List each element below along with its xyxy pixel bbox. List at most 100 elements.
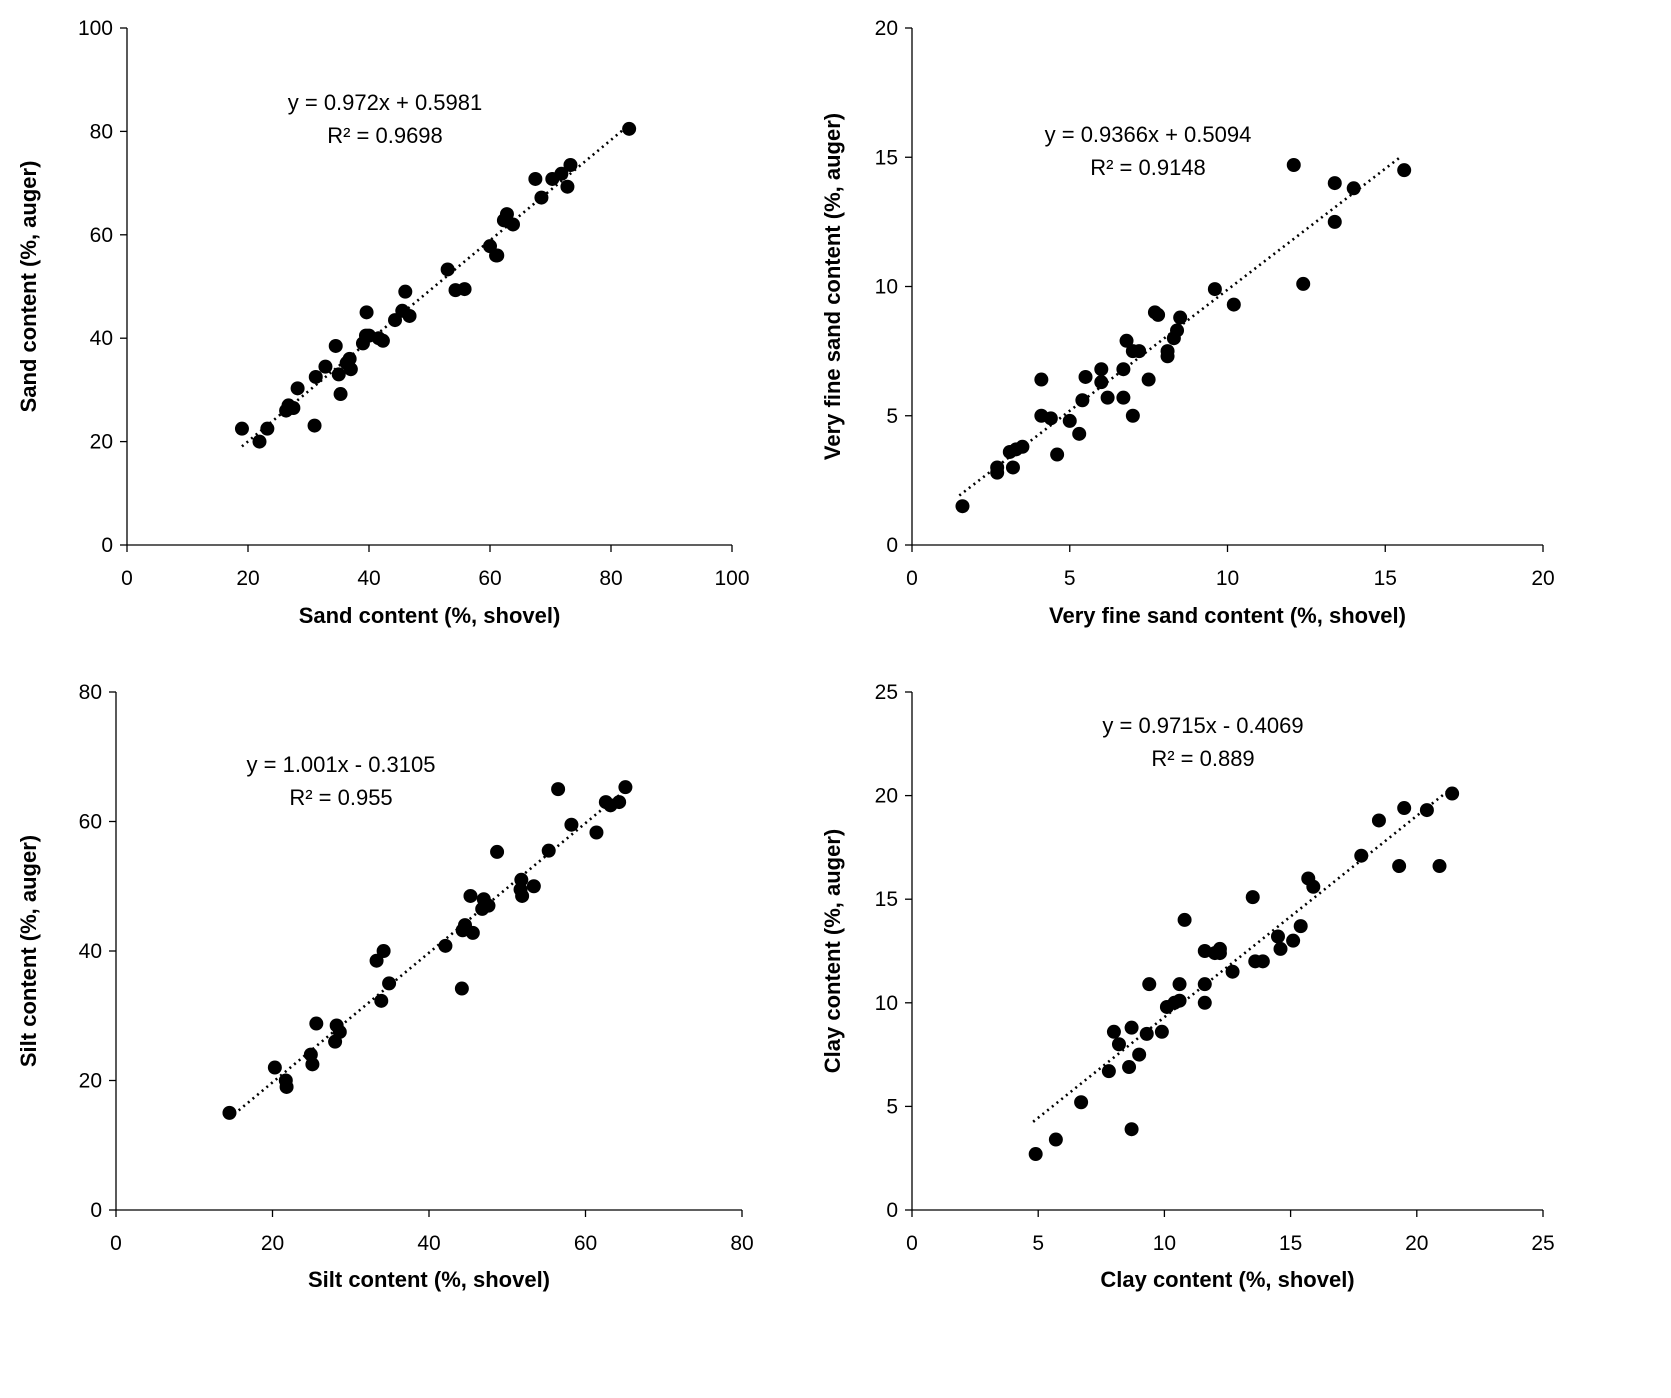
data-point <box>1293 919 1308 934</box>
data-point <box>515 888 530 903</box>
y-tick-label: 15 <box>875 146 898 169</box>
data-point <box>1419 803 1434 818</box>
panel-clay: 0 5 10 15 20 25 0 5 10 15 20 25 Clay content (%, sho… <box>820 681 1555 1292</box>
data-point <box>438 938 453 953</box>
data-point <box>1132 1047 1147 1062</box>
x-axis-title: Clay content (%, shovel) <box>1100 1267 1354 1292</box>
y-axis-title: Sand content (%, auger) <box>16 161 41 413</box>
x-tick-label: 80 <box>730 1232 753 1255</box>
data-point <box>1043 411 1058 426</box>
x-tick-label: 10 <box>1153 1232 1176 1255</box>
data-point <box>534 190 549 205</box>
data-point <box>490 248 505 263</box>
data-point <box>267 1060 282 1075</box>
data-point <box>342 351 357 366</box>
x-tick-label: 20 <box>236 567 259 590</box>
data-point <box>1048 1132 1063 1147</box>
data-point <box>514 872 529 887</box>
data-point <box>440 262 455 277</box>
data-point <box>1116 362 1131 377</box>
data-point <box>551 782 566 797</box>
x-axis-title: Sand content (%, shovel) <box>299 603 561 628</box>
data-point <box>359 305 374 320</box>
y-tick-label: 0 <box>90 1199 102 1222</box>
data-point <box>1397 163 1412 178</box>
y-tick-label: 5 <box>886 1095 898 1118</box>
data-point <box>1074 1095 1089 1110</box>
data-point <box>505 217 520 232</box>
x-tick-label: 10 <box>1216 567 1239 590</box>
y-tick-label: 100 <box>78 17 113 40</box>
data-point <box>1028 1147 1043 1162</box>
data-point <box>343 362 358 377</box>
regression-equation: y = 0.9366x + 0.5094 <box>1045 122 1252 147</box>
y-axis-title: Very fine sand content (%, auger) <box>820 113 845 460</box>
data-point <box>1397 801 1412 816</box>
data-point <box>526 879 541 894</box>
data-point <box>1062 413 1077 428</box>
y-tick-label: 20 <box>79 1070 102 1093</box>
x-tick-label: 0 <box>121 567 133 590</box>
data-point <box>1172 977 1187 992</box>
x-tick-label: 60 <box>478 567 501 590</box>
data-point <box>990 460 1005 475</box>
data-point <box>398 284 413 299</box>
y-tick-label: 0 <box>886 1199 898 1222</box>
data-point <box>1296 276 1311 291</box>
data-point <box>1139 1026 1154 1041</box>
data-point <box>1116 390 1131 405</box>
data-point <box>333 387 348 402</box>
x-tick-label: 60 <box>574 1232 597 1255</box>
data-point <box>1101 1064 1116 1079</box>
data-point <box>1306 879 1321 894</box>
data-point <box>541 843 556 858</box>
data-point <box>234 421 249 436</box>
data-point <box>1371 813 1386 828</box>
data-point <box>286 400 301 415</box>
data-point <box>290 381 305 396</box>
data-point <box>1226 297 1241 312</box>
data-point <box>1124 1122 1139 1137</box>
y-tick-label: 0 <box>886 534 898 557</box>
regression-equation: y = 1.001x - 0.3105 <box>247 752 436 777</box>
data-point <box>1286 933 1301 948</box>
data-point <box>318 359 333 374</box>
data-point <box>1197 995 1212 1010</box>
data-point <box>955 499 970 514</box>
data-point <box>1173 310 1188 325</box>
data-point <box>1172 993 1187 1008</box>
data-point <box>369 953 384 968</box>
data-point <box>622 121 637 136</box>
data-point <box>1327 214 1342 229</box>
x-axis-title: Very fine sand content (%, shovel) <box>1049 603 1406 628</box>
y-tick-label: 80 <box>90 120 113 143</box>
data-point <box>328 338 343 353</box>
y-tick-label: 60 <box>79 811 102 834</box>
trendline <box>958 155 1402 497</box>
data-point <box>1160 344 1175 359</box>
data-point <box>1354 848 1369 863</box>
y-axis-title: Silt content (%, auger) <box>16 835 41 1067</box>
y-tick-label: 10 <box>875 276 898 299</box>
data-point <box>1151 307 1166 322</box>
data-point <box>1346 181 1361 196</box>
data-point <box>1141 372 1156 387</box>
r-squared-label: R² = 0.9698 <box>327 123 443 148</box>
data-point <box>1392 859 1407 874</box>
data-point <box>465 925 480 940</box>
y-tick-label: 10 <box>875 992 898 1015</box>
x-tick-label: 80 <box>599 567 622 590</box>
data-point <box>554 166 569 181</box>
data-point <box>309 1016 324 1031</box>
data-point <box>1125 408 1140 423</box>
data-point <box>1072 426 1087 441</box>
data-point <box>1106 1024 1121 1039</box>
x-tick-label: 20 <box>1405 1232 1428 1255</box>
data-point <box>481 898 496 913</box>
data-point <box>374 993 389 1008</box>
x-tick-label: 0 <box>110 1232 122 1255</box>
data-point <box>1124 1020 1139 1035</box>
data-point <box>402 308 417 323</box>
y-tick-label: 5 <box>886 405 898 428</box>
data-point <box>1255 954 1270 969</box>
